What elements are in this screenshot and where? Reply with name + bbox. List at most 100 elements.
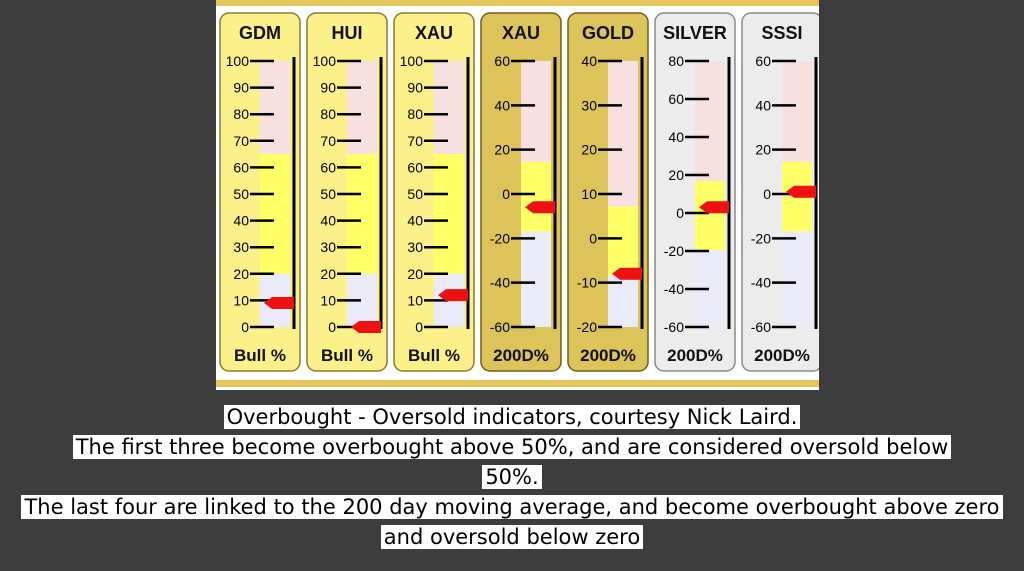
gauge-title: GOLD [582,23,634,43]
tick-label: 10 [407,292,423,308]
tick-label: 80 [320,106,336,122]
gauge-footer: Bull % [408,346,460,365]
chart-panel: GDM Bull % 0 10 20 30 40 50 60 70 80 90 100 HUI Bull %… [216,0,819,390]
caption: Overbought - Oversold indicators, courte… [0,402,1024,552]
level-fill [260,154,290,274]
tick-label: 100 [313,53,337,69]
tick-label: 90 [320,80,336,96]
tick-label: 70 [320,133,336,149]
value-marker [264,297,294,310]
panel-top-band [216,0,819,6]
tick-label: -20 [751,230,771,246]
value-marker [438,289,468,302]
level-fill [521,162,551,232]
tick-label: -20 [664,243,684,259]
tick-label: 20 [233,266,249,282]
tick-label: 0 [502,186,510,202]
tick-label: 40 [755,97,771,113]
gauge-footer: 200D% [754,346,810,365]
value-marker [612,267,642,280]
gauge-footer: Bull % [321,346,373,365]
tick-label: 50 [320,186,336,202]
tick-label: 90 [407,80,423,96]
tick-label: 70 [233,133,249,149]
tick-label: 40 [494,97,510,113]
tick-label: 40 [320,213,336,229]
tick-label: 100 [400,53,424,69]
gauge-footer: Bull % [234,346,286,365]
caption-line-2: The first three become overbought above … [72,435,952,489]
tick-label: 30 [407,239,423,255]
tick-label: -20 [490,230,510,246]
tick-label: 40 [233,213,249,229]
tick-label: 80 [407,106,423,122]
caption-line-3: The last four are linked to the 200 day … [21,495,1003,549]
tick-label: -60 [664,319,684,335]
tick-label: 80 [668,53,684,69]
tick-label: 40 [581,53,597,69]
value-marker [786,185,816,198]
gauge-silver-5: SILVER 200D% -60 -40 -20 0 20 40 60 80 [654,12,736,372]
tick-label: 30 [320,239,336,255]
tick-label: 0 [241,319,249,335]
tick-label: 70 [407,133,423,149]
tick-label: 60 [407,159,423,175]
gauge-xau-3: XAU 200D% -60 -40 -20 0 20 40 60 [480,12,562,372]
tick-label: -40 [664,281,684,297]
level-fill [434,154,464,274]
level-fill [347,154,377,274]
gauge-title: SILVER [663,23,727,43]
tick-label: 40 [407,213,423,229]
panel-bottom-band [216,380,819,387]
tick-label: 30 [581,97,597,113]
level-fill [608,206,638,276]
tick-label: -10 [577,275,597,291]
gauge-hui-1: HUI Bull % 0 10 20 30 40 50 60 70 80 90 100 [306,12,388,372]
gauge-title: HUI [332,23,363,43]
gauge-title: XAU [502,23,540,43]
tick-label: 20 [668,167,684,183]
gauge-footer: 200D% [667,346,723,365]
tick-label: 20 [407,266,423,282]
tick-label: -60 [490,319,510,335]
tick-label: 20 [755,142,771,158]
gauge-title: GDM [239,23,281,43]
tick-label: -20 [577,319,597,335]
tick-label: 60 [494,53,510,69]
tick-label: 0 [415,319,423,335]
value-marker [351,321,381,333]
gauge-title: XAU [415,23,453,43]
tick-label: 60 [755,53,771,69]
caption-line-1: Overbought - Oversold indicators, courte… [223,405,801,429]
gauge-xau-2: XAU Bull % 0 10 20 30 40 50 60 70 80 90 100 [393,12,475,372]
tick-label: 50 [407,186,423,202]
tick-label: 0 [763,186,771,202]
tick-label: 20 [581,142,597,158]
tick-label: 10 [320,292,336,308]
tick-label: 30 [233,239,249,255]
tick-label: 60 [668,91,684,107]
value-marker [699,201,729,214]
tick-label: 0 [589,230,597,246]
gauge-sssi-6: SSSI 200D% -60 -40 -20 0 20 40 60 [741,12,819,372]
tick-label: 10 [233,292,249,308]
tick-label: 60 [320,159,336,175]
tick-label: 90 [233,80,249,96]
tick-label: -40 [490,275,510,291]
tick-label: 50 [233,186,249,202]
gauge-gdm-0: GDM Bull % 0 10 20 30 40 50 60 70 80 90 100 [219,12,301,372]
tick-label: 20 [320,266,336,282]
gauge-footer: 200D% [493,346,549,365]
tick-label: 20 [494,142,510,158]
level-fill [695,181,725,251]
gauge-title: SSSI [761,23,802,43]
gauge-gold-4: GOLD 200D% -20 -10 0 10 20 30 40 [567,12,649,372]
tick-label: 0 [328,319,336,335]
value-marker [525,201,555,214]
tick-label: 100 [226,53,250,69]
tick-label: 10 [581,186,597,202]
tick-label: -60 [751,319,771,335]
tick-label: 60 [233,159,249,175]
tick-label: 80 [233,106,249,122]
